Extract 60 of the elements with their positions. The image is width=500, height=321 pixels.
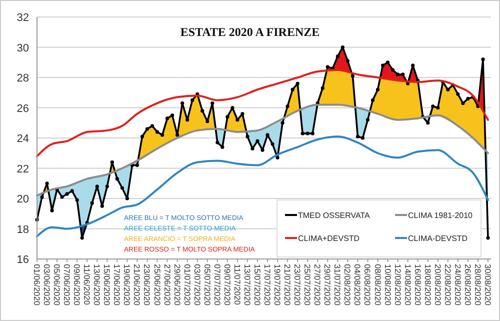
- x-tick-label: 17/06/2020: [112, 264, 122, 306]
- x-tick-label: 02/08/2020: [342, 264, 353, 306]
- x-tick-label: 01/06/2020: [32, 264, 42, 306]
- x-tick-label: 12/08/2020: [392, 264, 403, 306]
- x-tick-label: 07/07/2020: [212, 264, 222, 306]
- y-tick-label: 18: [16, 224, 29, 236]
- y-tick-label: 20: [16, 194, 29, 206]
- x-tick-label: 27/07/2020: [312, 264, 323, 306]
- y-tick-label: 32: [16, 12, 29, 24]
- x-tick-label: 14/08/2020: [402, 264, 413, 306]
- x-tick-label: 03/06/2020: [42, 264, 52, 306]
- y-tick-label: 22: [16, 163, 29, 176]
- x-tick-label: 27/06/2020: [162, 264, 172, 306]
- x-tick-label: 19/07/2020: [272, 264, 283, 306]
- x-tick-label: 13/07/2020: [242, 264, 252, 306]
- x-tick-label: 10/08/2020: [382, 264, 393, 306]
- x-tick-label: 31/07/2020: [332, 264, 343, 306]
- x-tick-label: 05/06/2020: [52, 264, 62, 306]
- x-tick-label: 18/08/2020: [422, 264, 433, 306]
- x-tick-label: 19/06/2020: [122, 264, 132, 306]
- x-tick-label: 05/07/2020: [202, 264, 212, 306]
- x-tick-label: 30/08/2020: [483, 264, 493, 306]
- x-tick-label: 21/07/2020: [282, 264, 293, 306]
- x-tick-label: 07/06/2020: [62, 264, 72, 306]
- x-tick-label: 25/07/2020: [302, 264, 313, 306]
- x-tick-label: 28/08/2020: [472, 264, 483, 306]
- x-tick-label: 23/07/2020: [292, 264, 303, 306]
- x-tick-label: 11/06/2020: [82, 264, 92, 306]
- legend-label: CLIMA 1981-2010: [408, 211, 474, 220]
- x-tick-label: 26/08/2020: [462, 264, 473, 306]
- y-tick-label: 28: [16, 72, 29, 84]
- x-tick-label: 25/06/2020: [152, 264, 162, 306]
- y-tick-label: 30: [16, 42, 29, 54]
- text: ESTATE 2020 A FIRENZE: [180, 25, 320, 39]
- x-tick-label: 11/07/2020: [232, 264, 242, 306]
- x-tick-label: 15/06/2020: [102, 264, 112, 306]
- y-tick-label: 16: [16, 254, 29, 266]
- x-tick-label: 08/08/2020: [372, 264, 383, 306]
- x-tick-label: 15/07/2020: [252, 264, 262, 306]
- x-tick-label: 13/06/2020: [92, 264, 102, 306]
- x-tick-label: 06/08/2020: [362, 264, 373, 306]
- x-tick-label: 21/06/2020: [132, 264, 142, 306]
- x-tick-label: 24/08/2020: [452, 264, 463, 306]
- x-tick-label: 04/08/2020: [352, 264, 363, 306]
- y-tick-label: 26: [16, 102, 29, 115]
- x-tick-label: 20/08/2020: [432, 264, 443, 306]
- x-tick-label: 03/07/2020: [192, 264, 202, 306]
- x-tick-label: 22/08/2020: [442, 264, 453, 306]
- legend-label: TMED OSSERVATA: [298, 211, 371, 220]
- x-tick-label: 01/07/2020: [182, 264, 192, 306]
- x-tick-label: 29/06/2020: [172, 264, 182, 306]
- x-tick-label: 17/07/2020: [262, 264, 273, 306]
- y-tick-label: 24: [16, 133, 29, 145]
- x-tick-label: 16/08/2020: [412, 264, 423, 306]
- x-tick-label: 29/07/2020: [322, 264, 333, 306]
- x-tick-label: 09/07/2020: [222, 264, 232, 306]
- legend-label: CLIMA+DEVSTD: [298, 234, 360, 243]
- x-tick-label: 23/06/2020: [142, 264, 152, 306]
- legend-label: CLIMA-DEVSTD: [408, 234, 468, 243]
- x-tick-label: 09/06/2020: [72, 264, 82, 306]
